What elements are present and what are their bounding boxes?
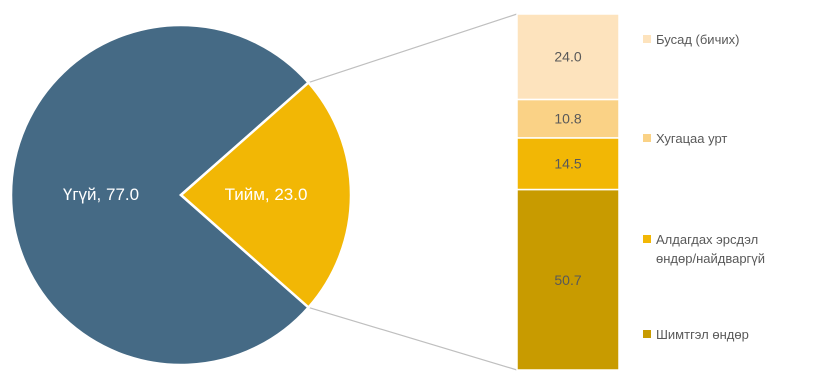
bar-segment-value-1: 14.5 (554, 156, 581, 172)
legend-swatch-1 (643, 134, 651, 142)
legend-label-2-0: Алдагдах эрсдэл (656, 232, 758, 247)
legend-swatch-2 (643, 235, 651, 243)
legend-label-0-0: Бусад (бичих) (656, 32, 739, 47)
bar-segment-value-0: 50.7 (554, 272, 581, 288)
pie-slice-1 (179, 80, 353, 310)
bar-segment-value-3: 24.0 (554, 49, 581, 65)
legend-label-1-0: Хугацаа урт (656, 131, 727, 146)
legend-item-3: Шимтгэл өндөр (643, 327, 749, 342)
bar-segment-0 (516, 188, 620, 371)
legend-label-3-0: Шимтгэл өндөр (656, 327, 749, 342)
bar-segment-value-2: 10.8 (554, 111, 581, 127)
pie-slice-0 (9, 23, 311, 367)
legend-swatch-0 (643, 35, 651, 43)
bar-segment-2 (516, 98, 620, 139)
legend-label-2-1: өндөр/найдваргүй (656, 251, 765, 266)
pie-slice-label-0: Үгүй, 77.0 (63, 185, 139, 204)
pie-slice-label-1: Тийм, 23.0 (225, 185, 308, 204)
connector-line-bottom (308, 306, 518, 371)
legend-item-1: Хугацаа урт (643, 131, 727, 146)
connector-line-top (308, 13, 518, 84)
legend-swatch-3 (643, 330, 651, 338)
bar-segment-3 (516, 13, 620, 101)
legend-item-0: Бусад (бичих) (643, 32, 739, 47)
legend-item-2: Алдагдах эрсдэл өндөр/найдваргүй (643, 232, 765, 266)
